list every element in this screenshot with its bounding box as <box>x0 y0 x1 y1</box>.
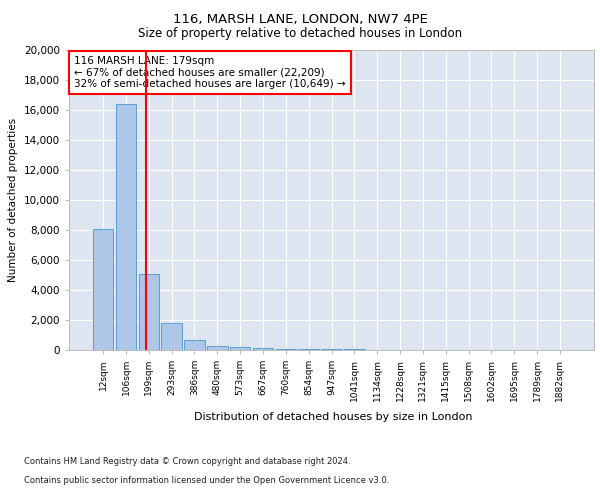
Bar <box>321 349 342 350</box>
Text: Size of property relative to detached houses in London: Size of property relative to detached ho… <box>138 28 462 40</box>
Text: Distribution of detached houses by size in London: Distribution of detached houses by size … <box>194 412 472 422</box>
Y-axis label: Number of detached properties: Number of detached properties <box>8 118 18 282</box>
Bar <box>253 348 273 350</box>
Text: 116 MARSH LANE: 179sqm
← 67% of detached houses are smaller (22,209)
32% of semi: 116 MARSH LANE: 179sqm ← 67% of detached… <box>74 56 346 89</box>
Text: 116, MARSH LANE, LONDON, NW7 4PE: 116, MARSH LANE, LONDON, NW7 4PE <box>173 12 427 26</box>
Text: Contains HM Land Registry data © Crown copyright and database right 2024.: Contains HM Land Registry data © Crown c… <box>24 458 350 466</box>
Bar <box>161 323 182 350</box>
Bar <box>93 229 113 350</box>
Bar <box>207 346 227 350</box>
Bar <box>184 340 205 350</box>
Bar <box>275 348 296 350</box>
Bar <box>298 349 319 350</box>
Bar <box>230 348 250 350</box>
Bar <box>139 274 159 350</box>
Text: Contains public sector information licensed under the Open Government Licence v3: Contains public sector information licen… <box>24 476 389 485</box>
Bar <box>116 104 136 350</box>
